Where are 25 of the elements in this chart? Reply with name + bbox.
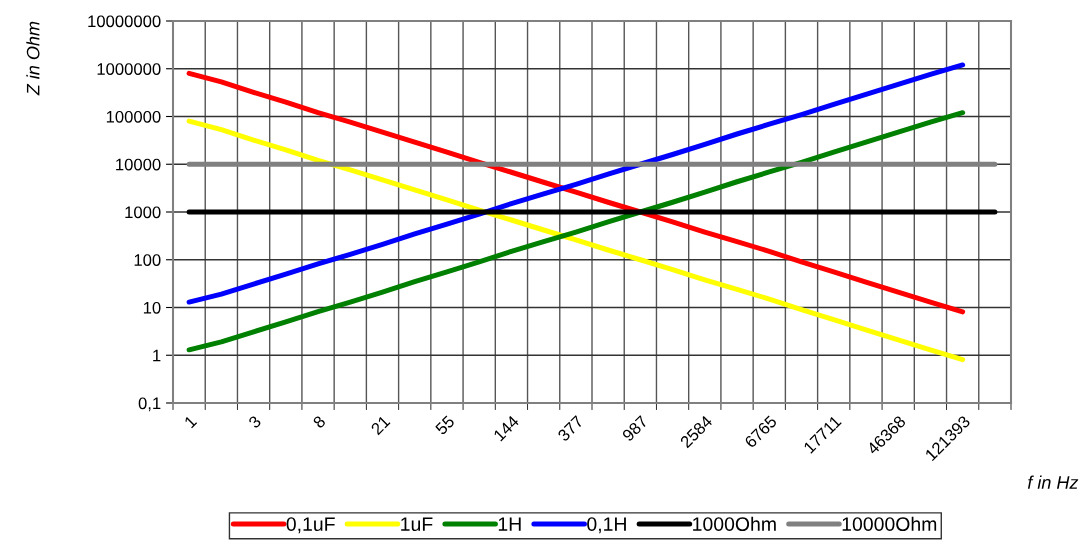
legend-label: 10000Ohm: [842, 516, 937, 532]
x-tick-label: 377: [556, 415, 584, 442]
x-tick-label: 987: [621, 415, 649, 442]
y-tick-label: 1: [153, 349, 161, 362]
y-tick-label: 100000: [106, 110, 161, 123]
y-tick-label: 1000000: [97, 63, 161, 75]
x-tick-label: 1: [183, 415, 198, 429]
y-tick-label: 0,1: [138, 397, 161, 412]
legend-label: 1H: [498, 517, 521, 531]
y-tick-label: 10000000: [88, 15, 161, 28]
legend-label: 0,1uF: [286, 517, 335, 534]
x-tick-label: 144: [493, 414, 520, 442]
x-tick-label: 8: [312, 414, 327, 429]
y-tick-label: 100: [134, 254, 161, 266]
x-tick-label: 21: [370, 415, 391, 436]
legend-label: 1000Ohm: [693, 516, 776, 532]
x-axis-title: f in Hz: [1027, 475, 1079, 489]
x-tick-label: 3: [247, 414, 262, 429]
y-tick-label: 10000: [116, 158, 161, 171]
y-tick-label: 10: [143, 301, 161, 314]
legend-label: 1uF: [401, 517, 433, 532]
x-tick-label: 55: [434, 415, 456, 436]
y-tick-label: 1000: [125, 206, 161, 219]
y-axis-title: Z in Ohm: [26, 21, 40, 96]
legend-label: 0,1H: [587, 517, 626, 534]
